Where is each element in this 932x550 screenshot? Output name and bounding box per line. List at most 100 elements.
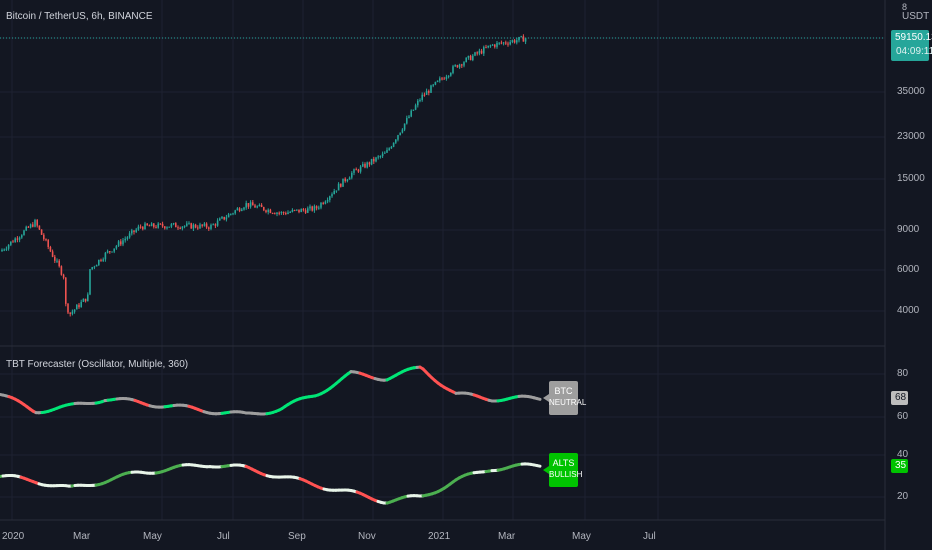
candle-body xyxy=(384,152,386,154)
candle-body xyxy=(370,158,373,165)
candle-body xyxy=(84,298,87,302)
candle-body xyxy=(120,241,122,245)
candle-body xyxy=(293,209,296,211)
candle-body xyxy=(227,214,230,218)
candle-body xyxy=(150,223,153,227)
candle-body xyxy=(359,166,362,172)
candle-body xyxy=(366,162,368,168)
candle-body xyxy=(496,42,498,47)
candle-body xyxy=(223,216,225,220)
candle-body xyxy=(267,209,269,213)
candle-body xyxy=(469,55,472,61)
candle-body xyxy=(353,169,355,173)
candle-body xyxy=(210,224,212,229)
candle-body xyxy=(3,249,5,251)
candle-body xyxy=(208,227,210,229)
candle-body xyxy=(203,223,206,226)
candle-body xyxy=(7,244,10,249)
candle-body xyxy=(236,208,239,211)
candle-body xyxy=(95,264,98,267)
candle-body xyxy=(432,84,434,86)
candle-body xyxy=(322,202,324,204)
time-tick: Mar xyxy=(498,531,516,542)
last-price-value: 59150.13 xyxy=(895,32,932,43)
candle-body xyxy=(500,42,503,44)
candle-body xyxy=(502,42,505,44)
candle-body xyxy=(181,226,184,229)
candle-body xyxy=(49,246,52,252)
candle-body xyxy=(80,301,82,308)
price-tick: 23000 xyxy=(897,131,925,142)
candle-body xyxy=(133,230,135,233)
price-tick: 35000 xyxy=(897,86,925,97)
grid xyxy=(0,0,885,520)
candle-body xyxy=(225,217,228,220)
candle-body xyxy=(113,248,115,252)
candle-body xyxy=(280,212,283,214)
btc-label-pointer xyxy=(543,394,549,402)
candle-body xyxy=(249,202,252,207)
candle-body xyxy=(276,212,278,215)
candle-body xyxy=(221,216,223,219)
candle-body xyxy=(166,227,168,229)
candle-body xyxy=(205,223,208,228)
time-tick: May xyxy=(572,531,591,542)
candle-body xyxy=(505,42,507,44)
candle-body xyxy=(29,224,32,228)
time-tick: May xyxy=(143,531,162,542)
candle-body xyxy=(351,172,353,178)
candle-body xyxy=(278,212,280,214)
candle-body xyxy=(461,64,463,66)
candle-body xyxy=(260,204,263,208)
candle-body xyxy=(45,239,47,241)
candle-body xyxy=(106,251,109,253)
candle-body xyxy=(324,201,327,204)
candle-body xyxy=(315,206,318,209)
candle-body xyxy=(135,229,137,233)
candle-body xyxy=(197,227,199,229)
candle-body xyxy=(201,224,203,226)
price-tick: 9000 xyxy=(897,224,920,235)
alts-tag-line2: BULLISH xyxy=(549,470,583,479)
candle-body xyxy=(476,52,478,54)
candle-body xyxy=(474,52,476,56)
candle-body xyxy=(265,210,267,213)
price-candles xyxy=(1,34,527,317)
candle-body xyxy=(247,203,250,207)
candle-body xyxy=(65,277,67,304)
candle-body xyxy=(450,72,452,76)
candle-body xyxy=(452,66,454,73)
candle-body xyxy=(34,220,36,227)
candle-body xyxy=(159,223,162,225)
candle-body xyxy=(337,183,340,191)
candle-body xyxy=(69,312,71,314)
btc-oscillator-line xyxy=(0,365,542,416)
candle-body xyxy=(388,148,390,150)
candle-body xyxy=(245,203,247,208)
candle-body xyxy=(318,207,320,209)
candle-body xyxy=(177,227,179,229)
candle-body xyxy=(62,274,65,278)
candle-body xyxy=(89,269,91,295)
candle-body xyxy=(183,225,186,227)
candle-body xyxy=(243,207,245,210)
candle-body xyxy=(507,43,509,45)
candle-body xyxy=(230,213,232,215)
oscillator-segment xyxy=(535,464,542,468)
candle-body xyxy=(480,50,483,54)
candle-body xyxy=(40,229,43,235)
alts-label-box xyxy=(549,453,578,487)
candle-body xyxy=(254,205,256,208)
candle-body xyxy=(362,163,364,167)
candle-body xyxy=(269,209,272,213)
candle-body xyxy=(285,213,287,215)
candle-body xyxy=(214,224,217,226)
candle-body xyxy=(109,251,111,253)
candle-body xyxy=(5,248,8,250)
candle-body xyxy=(124,238,126,241)
candle-body xyxy=(58,260,60,267)
time-tick: Sep xyxy=(288,531,306,542)
candle-body xyxy=(122,240,124,245)
alts-oscillator-line xyxy=(0,462,542,505)
